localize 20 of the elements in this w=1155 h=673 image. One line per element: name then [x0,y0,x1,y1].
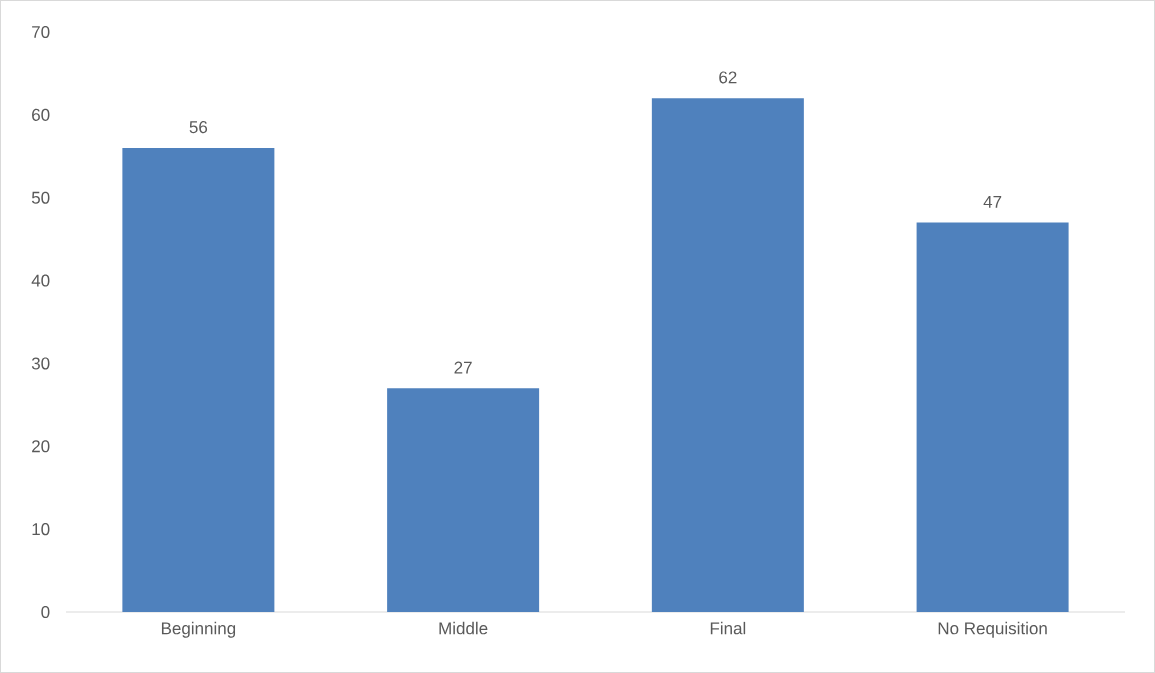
bar [916,222,1069,612]
bar [387,388,540,612]
data-label: 47 [983,196,1002,208]
bar [122,148,275,612]
x-tick-label: Final [710,621,746,635]
y-tick-label: 60 [32,108,50,121]
y-tick-label: 0 [41,605,50,619]
x-tick-label: Beginning [161,621,236,638]
y-tick-label: 50 [31,191,50,204]
x-tick-label: Middle [439,621,488,635]
y-tick-label: 20 [32,440,50,453]
data-label: 62 [719,71,737,84]
x-tick-label: No Requisition [938,621,1047,638]
data-label: 56 [189,121,208,134]
data-label: 27 [454,361,472,374]
y-tick-label: 10 [32,523,50,536]
y-tick-label: 70 [32,25,50,39]
y-tick-label: 40 [31,274,50,287]
y-tick-label: 30 [31,357,50,370]
bar [651,98,804,612]
